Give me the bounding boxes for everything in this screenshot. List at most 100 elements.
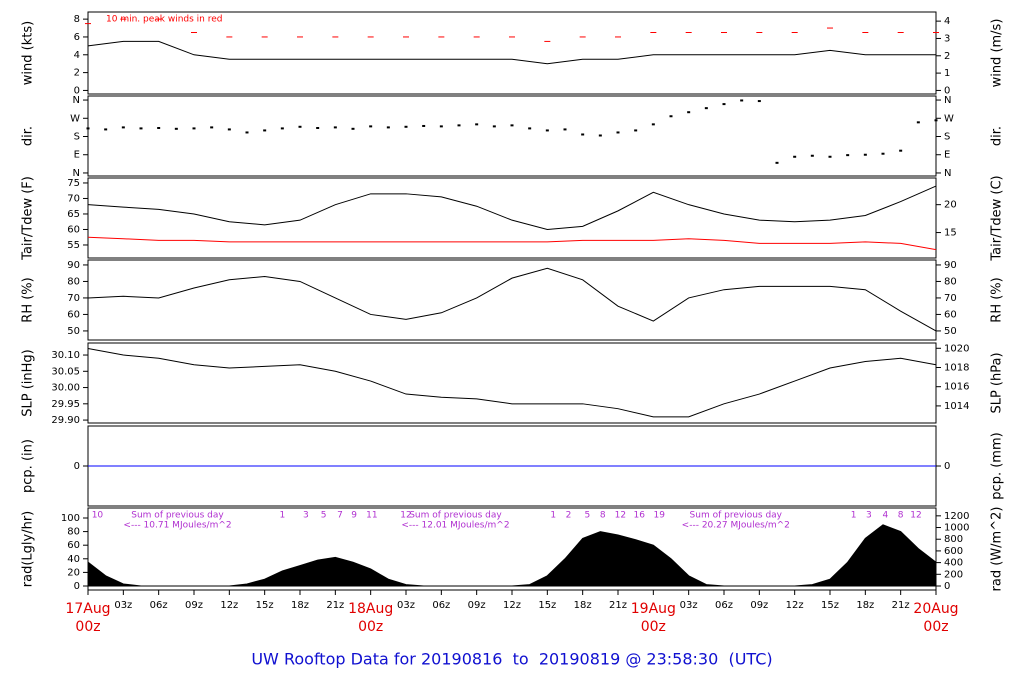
point [121, 126, 125, 129]
hour-label: 1 [550, 511, 556, 521]
y-tick-label: 29.90 [51, 415, 80, 426]
y2-axis-label: RH (%) [990, 277, 1005, 322]
y2-tick-label: 50 [944, 326, 957, 337]
y2-tick-label: 2 [944, 51, 950, 62]
x-tick-label: 09z [185, 600, 203, 611]
daily-sum: <--- 10.71 MJoules/m^2 [123, 521, 231, 531]
y2-tick-label: 1016 [944, 382, 969, 393]
point [192, 127, 196, 130]
x-tick-label: 15z [256, 600, 274, 611]
point [616, 131, 620, 134]
hour-label: 12 [615, 511, 626, 521]
point [510, 124, 514, 127]
point [86, 127, 90, 130]
x-tick-label: 03z [114, 600, 132, 611]
y-axis-label: pcp. (in) [21, 439, 36, 493]
hour-label: 3 [303, 511, 309, 521]
hour-label: 16 [633, 511, 645, 521]
x-tick-label: 18z [856, 600, 874, 611]
daily-sum: <--- 20.27 MJoules/m^2 [682, 521, 790, 531]
point [298, 125, 302, 128]
y-tick-label: 30.10 [51, 350, 80, 361]
point [528, 127, 532, 130]
point [634, 129, 638, 132]
y2-axis-label: pcp. (mm) [990, 432, 1005, 499]
daily-sum: Sum of previous day [690, 511, 783, 521]
y-tick-label: 50 [67, 326, 80, 337]
hour-label: 8 [600, 511, 606, 521]
y-tick-label: 65 [67, 209, 80, 220]
hour-label: 8 [898, 511, 904, 521]
point [439, 125, 443, 128]
x-date-sublabel: 00z [75, 619, 100, 635]
point [457, 124, 461, 127]
y-axis-label: SLP (inHg) [21, 349, 36, 417]
y2-axis-label: SLP (hPa) [990, 352, 1005, 413]
hour-label: 9 [351, 511, 357, 521]
x-tick-label: 06z [432, 600, 450, 611]
x-tick-label: 21z [892, 600, 910, 611]
y2-tick-label: 15 [944, 228, 957, 239]
point [687, 111, 691, 114]
series-line [87, 185, 937, 230]
y2-tick-label: 1014 [944, 401, 969, 412]
hour-label: 3 [866, 511, 872, 521]
y2-tick-label: 90 [944, 260, 957, 271]
y2-tick-label: 600 [944, 546, 963, 557]
x-tick-label: 21z [326, 600, 344, 611]
x-tick-label: 18z [291, 600, 309, 611]
point [104, 128, 108, 131]
point [404, 125, 408, 128]
y2-axis-label: dir. [990, 126, 1005, 146]
panel-frame [87, 342, 937, 424]
x-tick-label: 06z [715, 600, 733, 611]
x-tick-label: 18z [574, 600, 592, 611]
point [333, 126, 337, 129]
y-axis-label: Tair/Tdew (F) [21, 176, 36, 261]
y-tick-label: 8 [74, 14, 80, 25]
point [563, 128, 567, 131]
point [139, 127, 143, 130]
series-line [87, 348, 937, 418]
y2-tick-label: S [944, 132, 950, 143]
series-area [87, 524, 937, 587]
y2-tick-label: 800 [944, 534, 963, 545]
x-tick-label: 09z [468, 600, 486, 611]
point [793, 155, 797, 158]
y-tick-label: 40 [67, 554, 80, 565]
hour-label: 1 [851, 511, 857, 521]
point [598, 134, 602, 137]
point [316, 127, 320, 129]
y-tick-label: 0 [74, 461, 80, 472]
point [280, 127, 284, 130]
x-tick-label: 15z [538, 600, 556, 611]
point [669, 115, 673, 118]
y-tick-label: 80 [67, 276, 80, 287]
point [828, 155, 832, 158]
x-date-label: 19Aug [631, 601, 676, 617]
point [492, 125, 496, 128]
y-tick-label: 4 [74, 50, 80, 61]
annotation: 10 min. peak winds in red [106, 15, 223, 25]
x-tick-label: 09z [750, 600, 768, 611]
y2-tick-label: 80 [944, 276, 957, 287]
x-date-label: 20Aug [913, 601, 958, 617]
hour-label: 12 [400, 511, 411, 521]
hour-label: 7 [337, 511, 343, 521]
chart-title: UW Rooftop Data for 20190816 to 20190819… [251, 650, 772, 669]
y-axis-label: dir. [21, 126, 36, 146]
y-tick-label: 0 [74, 85, 80, 96]
point [386, 126, 390, 129]
series-line [87, 236, 937, 251]
y-tick-label: 70 [67, 193, 80, 204]
series-line [87, 40, 936, 65]
point [210, 126, 214, 129]
y2-tick-label: 3 [944, 33, 950, 44]
series-line [87, 267, 937, 332]
point [245, 131, 249, 134]
y2-tick-label: 1018 [944, 362, 969, 373]
point [810, 154, 814, 157]
y-tick-label: 80 [67, 527, 80, 538]
panel-frame [87, 11, 937, 95]
y-axis-label: wind (kts) [21, 21, 36, 85]
